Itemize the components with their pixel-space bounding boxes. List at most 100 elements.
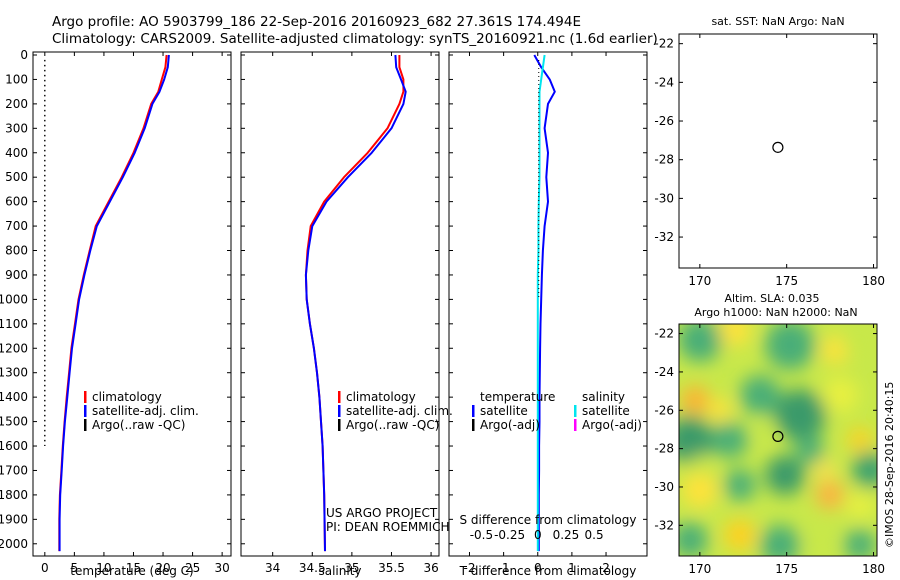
legend-salinity-title: salinity — [582, 390, 625, 404]
x-tick-label: 2 — [602, 561, 610, 575]
heatmap-cell — [842, 324, 877, 358]
sla-map-panel — [678, 323, 878, 557]
depth-axis: 0 100 200 300 400 500 600 700 800 900 1000 1100 1200… — [0, 48, 647, 551]
imos-side-label: ©IMOS 28-Sep-2016 20:40:15 — [883, 382, 896, 548]
sla-map: 170 175 180 -22 -24 -26 -28 -30 -32 — [654, 324, 885, 576]
map-y-tick-label: -30 — [654, 191, 674, 205]
heatmap-cell — [679, 416, 714, 464]
sla-map-title-1: Altim. SLA: 0.035 — [724, 292, 819, 305]
map-y-tick-label: -30 — [654, 480, 674, 494]
temperature-panel — [32, 51, 232, 557]
header-line1: Argo profile: AO 5903799_186 22-Sep-2016… — [52, 14, 581, 30]
legend-swatch-s-satellite — [574, 405, 577, 417]
map-x-tick-label: 180 — [862, 562, 885, 576]
depth-tick-label: 1000 — [0, 292, 28, 306]
s-tick-label: 0.5 — [585, 528, 604, 542]
argo-location-marker — [772, 141, 784, 153]
legend-argo: Argo(..raw -QC) — [346, 418, 439, 432]
legend-s-satellite: satellite — [582, 404, 630, 418]
heatmap-cell — [755, 420, 775, 440]
depth-tick-label: 300 — [5, 121, 28, 135]
x-tick-label: 35 — [344, 561, 359, 575]
series-line — [304, 54, 407, 552]
series-line — [58, 54, 170, 552]
map-x-tick-label: 180 — [862, 274, 885, 288]
heatmap-cell — [682, 472, 718, 508]
series-line — [58, 54, 168, 552]
depth-tick-label: 100 — [5, 72, 28, 86]
series-line — [304, 55, 405, 552]
x-tick-label: 34.5 — [299, 561, 326, 575]
heatmap-cell — [708, 398, 732, 422]
salinity-panel — [240, 51, 440, 557]
heatmap-cell — [760, 525, 800, 556]
heatmap-cell — [816, 481, 844, 509]
depth-tick-label: 1700 — [0, 463, 28, 477]
legend-swatch-satellite — [338, 405, 341, 417]
legend-swatch-argo — [84, 419, 87, 431]
map-x-tick-label: 175 — [775, 562, 798, 576]
map-y-tick-label: -26 — [654, 403, 674, 417]
pi-label: PI: DEAN ROEMMICH — [326, 520, 449, 534]
heatmap-cell — [822, 377, 858, 413]
sla-heatmap — [679, 324, 877, 556]
heatmap-cell — [679, 324, 722, 362]
heatmap-cell — [774, 389, 826, 441]
x-tick-label: 15 — [126, 561, 141, 575]
heatmap-cell — [815, 460, 835, 480]
heatmap-cell — [679, 522, 708, 556]
depth-tick-label: 1400 — [0, 390, 28, 404]
legend-swatch-t-satellite — [472, 405, 475, 417]
salinity-plot: 34 34.5 35 35.5 36 — [265, 52, 439, 575]
legend-swatch-t-argo — [472, 419, 475, 431]
depth-tick-label: 1100 — [0, 317, 28, 331]
depth-tick-label: 1600 — [0, 439, 28, 453]
x-tick-label: -1 — [498, 561, 510, 575]
depth-tick-label: 600 — [5, 195, 28, 209]
depth-tick-label: 500 — [5, 170, 28, 184]
legend-climatology: climatology — [346, 390, 416, 404]
map-x-tick-label: 175 — [775, 274, 798, 288]
x-tick-label: 0 — [534, 561, 542, 575]
map-y-tick-label: -32 — [654, 518, 674, 532]
legend-s-argo: Argo(-adj) — [582, 418, 642, 432]
map-y-tick-label: -26 — [654, 114, 674, 128]
map-x-tick-label: 170 — [688, 274, 711, 288]
heatmap-cell — [724, 469, 756, 501]
s-tick-label: -0.25 — [494, 528, 525, 542]
x-tick-label: 25 — [185, 561, 200, 575]
depth-tick-label: 1800 — [0, 488, 28, 502]
heatmap-cell — [690, 455, 710, 475]
legend-temperature-title: temperature — [480, 390, 555, 404]
heatmap-cell — [796, 436, 824, 464]
legend-swatch-climatology — [84, 391, 87, 403]
header-line2: Climatology: CARS2009. Satellite-adjuste… — [52, 31, 658, 47]
x-tick-label: 20 — [155, 561, 170, 575]
legend-climatology: climatology — [92, 390, 162, 404]
x-tick-label: -2 — [463, 561, 475, 575]
legend-swatch-climatology — [338, 391, 341, 403]
depth-tick-label: 1300 — [0, 366, 28, 380]
heatmap-cell — [765, 324, 815, 370]
depth-tick-label: 1200 — [0, 341, 28, 355]
difference-xlabel-top: S difference from climatology — [460, 513, 637, 527]
heatmap-cell — [740, 375, 780, 415]
heatmap-cell — [724, 519, 756, 551]
heatmap-cell — [719, 324, 751, 346]
x-tick-label: 1 — [568, 561, 576, 575]
map-y-tick-label: -24 — [654, 365, 674, 379]
map-y-tick-label: -22 — [654, 37, 674, 51]
depth-tick-label: 800 — [5, 244, 28, 258]
depth-tick-label: 0 — [20, 48, 28, 62]
x-tick-label: 34 — [265, 561, 280, 575]
heatmap-cell — [765, 455, 805, 495]
legend-swatch-satellite — [84, 405, 87, 417]
difference-xlabel: T difference from climatology — [459, 564, 637, 578]
salinity-legend: climatology satellite-adj. clim. Argo(..… — [338, 390, 453, 432]
map-x-tick-label: 170 — [688, 562, 711, 576]
difference-plot: -2 -1 0 1 2 -0.5 -0.25 0 0.25 0.5 — [463, 52, 610, 575]
series-line — [533, 54, 556, 552]
sst-map-title: sat. SST: NaN Argo: NaN — [711, 15, 844, 28]
legend-swatch-argo — [338, 419, 341, 431]
x-tick-label: 10 — [96, 561, 111, 575]
